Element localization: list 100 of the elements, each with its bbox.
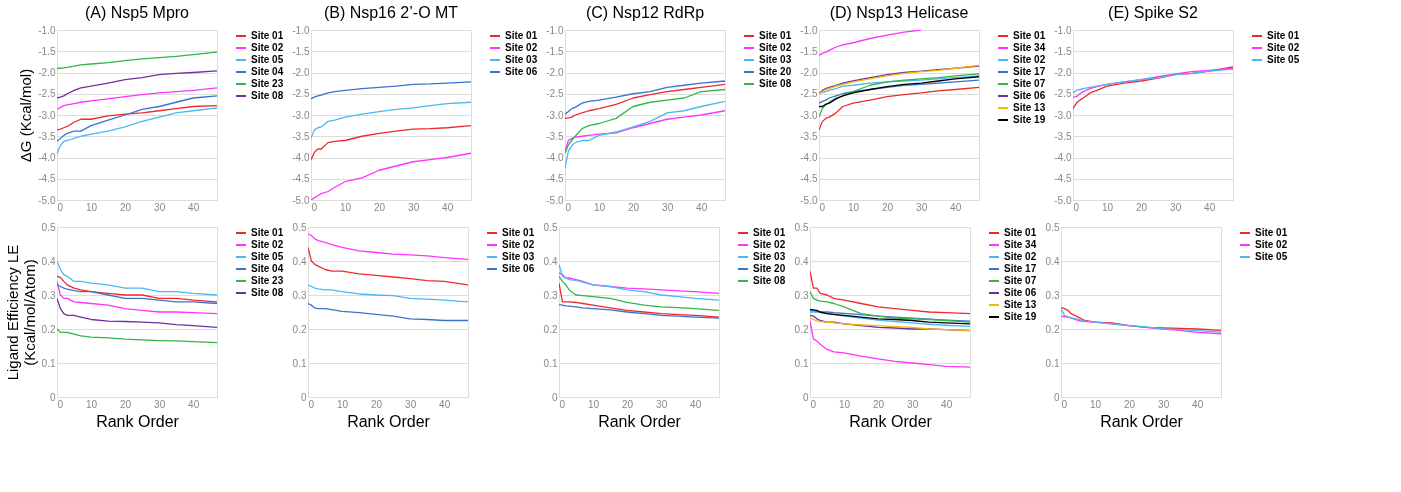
y-tick-label: 0.4 xyxy=(292,255,307,267)
x-tick-label: 40 xyxy=(950,201,962,213)
line-series xyxy=(819,73,979,118)
x-tick-label: 40 xyxy=(1192,398,1204,410)
y-tick-label: -3.5 xyxy=(546,130,564,142)
x-tick-label: 20 xyxy=(873,398,885,410)
x-tick-label: 20 xyxy=(622,398,634,410)
legend-label: Site 19 xyxy=(1004,311,1037,322)
x-tick-label: 20 xyxy=(120,398,132,410)
legend-label: Site 02 xyxy=(251,239,284,250)
legend-label: Site 01 xyxy=(759,30,792,41)
x-tick-label: 30 xyxy=(154,201,166,213)
line-series xyxy=(559,263,719,301)
x-tick-label: 0 xyxy=(1073,201,1080,213)
y-tick-label: -3.5 xyxy=(38,130,56,142)
y-tick-label: -4.5 xyxy=(292,173,310,185)
line-series xyxy=(308,246,468,286)
legend-label: Site 02 xyxy=(1004,251,1037,262)
x-tick-label: 40 xyxy=(690,398,702,410)
y-tick-label: -1.0 xyxy=(800,24,818,36)
y-tick-label: 0.1 xyxy=(794,357,809,369)
y-tick-label: 0.5 xyxy=(794,221,809,233)
x-tick-label: 0 xyxy=(57,398,64,410)
y-tick-label: -1.0 xyxy=(546,24,564,36)
line-series xyxy=(57,297,217,328)
y-tick-label: 0.2 xyxy=(1045,323,1060,335)
y-tick-label: -5.0 xyxy=(1054,194,1072,206)
x-tick-label: 0 xyxy=(819,201,826,213)
legend-label: Site 23 xyxy=(251,275,284,286)
x-tick-label: 0 xyxy=(311,201,318,213)
x-axis-title: Rank Order xyxy=(347,412,431,430)
y-tick-label: 0.2 xyxy=(543,323,558,335)
line-series xyxy=(57,87,217,111)
y-tick-label: -4.5 xyxy=(800,173,818,185)
line-series xyxy=(57,107,217,155)
line-series xyxy=(810,319,970,368)
x-tick-label: 10 xyxy=(587,398,600,410)
line-series xyxy=(819,75,979,95)
legend-label: Site 02 xyxy=(753,239,786,250)
legend-label: Site 08 xyxy=(759,78,792,89)
chart-title: (C) Nsp12 RdRp xyxy=(585,4,705,21)
legend-label: Site 06 xyxy=(1013,90,1046,101)
x-tick-label: 20 xyxy=(882,201,894,213)
x-tick-label: 10 xyxy=(339,201,352,213)
y-tick-label: -2.5 xyxy=(800,88,818,100)
y-tick-label: -5.0 xyxy=(800,194,818,206)
line-series xyxy=(559,282,719,318)
x-axis-title: Rank Order xyxy=(849,412,933,430)
line-series xyxy=(565,110,725,152)
y-tick-label: -4.0 xyxy=(292,152,310,163)
line-series xyxy=(311,101,471,140)
y-tick-label: -2.5 xyxy=(38,88,56,100)
line-series xyxy=(308,284,468,303)
legend-label: Site 20 xyxy=(759,66,792,77)
x-tick-label: 40 xyxy=(941,398,953,410)
y-tick-label: -4.0 xyxy=(38,152,56,163)
x-tick-label: 10 xyxy=(85,201,98,213)
x-tick-label: 30 xyxy=(656,398,668,410)
line-series xyxy=(819,30,922,57)
x-tick-label: 40 xyxy=(439,398,451,410)
legend-label: Site 06 xyxy=(1004,287,1037,298)
line-series xyxy=(565,88,725,154)
legend-label: Site 01 xyxy=(1013,30,1046,41)
x-axis-title: Rank Order xyxy=(96,412,180,430)
y-tick-label: 0.3 xyxy=(543,289,558,301)
x-tick-label: 30 xyxy=(1158,398,1170,410)
y-tick-label: 0.2 xyxy=(794,323,809,335)
y-tick-label: 0.2 xyxy=(41,323,56,335)
line-series xyxy=(57,284,217,305)
line-series xyxy=(57,275,217,303)
legend-label: Site 17 xyxy=(1013,66,1046,77)
line-series xyxy=(810,270,970,315)
legend-label: Site 02 xyxy=(1255,239,1288,250)
legend-label: Site 05 xyxy=(1267,54,1300,65)
legend-label: Site 03 xyxy=(753,251,786,262)
y-tick-label: -3.0 xyxy=(292,109,310,121)
y-tick-label: -2.0 xyxy=(546,67,564,78)
y-tick-label: -2.5 xyxy=(1054,88,1072,100)
line-series xyxy=(57,328,217,344)
legend-label: Site 19 xyxy=(1013,114,1046,125)
y-tick-label: -5.0 xyxy=(292,194,310,206)
y-tick-label: 0.5 xyxy=(41,221,56,233)
legend-label: Site 13 xyxy=(1004,299,1037,310)
legend-label: Site 01 xyxy=(251,30,284,41)
x-tick-label: 40 xyxy=(696,201,708,213)
x-tick-label: 40 xyxy=(442,201,454,213)
y-tick-label: 0.5 xyxy=(543,221,558,233)
chart-title: (D) Nsp13 Helicase xyxy=(829,4,969,21)
legend-label: Site 23 xyxy=(251,78,284,89)
legend-label: Site 08 xyxy=(753,275,786,286)
y-tick-label: -1.0 xyxy=(1054,24,1072,36)
y-tick-label: 0.2 xyxy=(292,323,307,335)
x-tick-label: 30 xyxy=(1170,201,1182,213)
y-tick-label: -3.0 xyxy=(546,109,564,121)
x-tick-label: 20 xyxy=(1136,201,1148,213)
x-tick-label: 30 xyxy=(405,398,417,410)
legend-label: Site 34 xyxy=(1013,42,1046,53)
legend-label: Site 03 xyxy=(759,54,792,65)
legend-label: Site 02 xyxy=(1013,54,1046,65)
y-tick-label: -3.5 xyxy=(292,130,310,142)
